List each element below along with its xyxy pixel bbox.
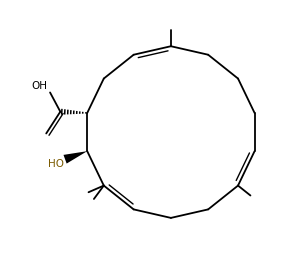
Polygon shape [63, 151, 87, 163]
Text: OH: OH [31, 81, 47, 91]
Text: HO: HO [48, 159, 64, 169]
